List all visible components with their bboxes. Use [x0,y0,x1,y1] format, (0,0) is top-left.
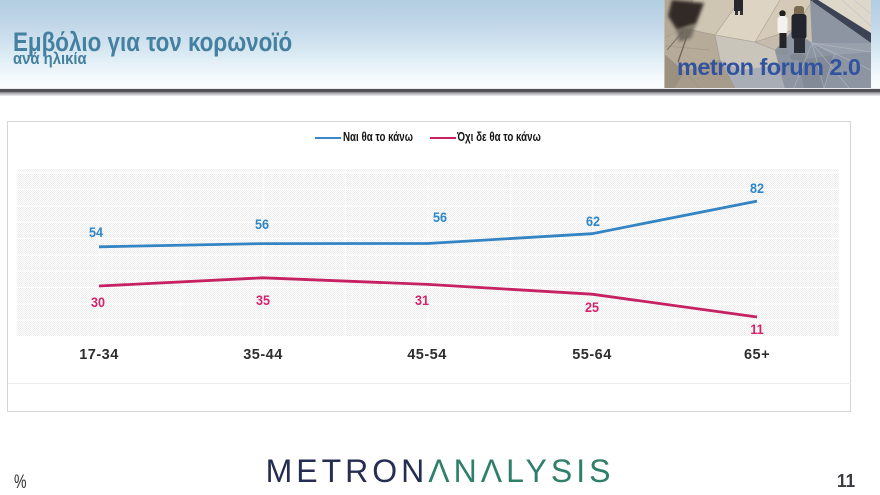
svg-text:metron forum 2.0: metron forum 2.0 [677,54,861,80]
